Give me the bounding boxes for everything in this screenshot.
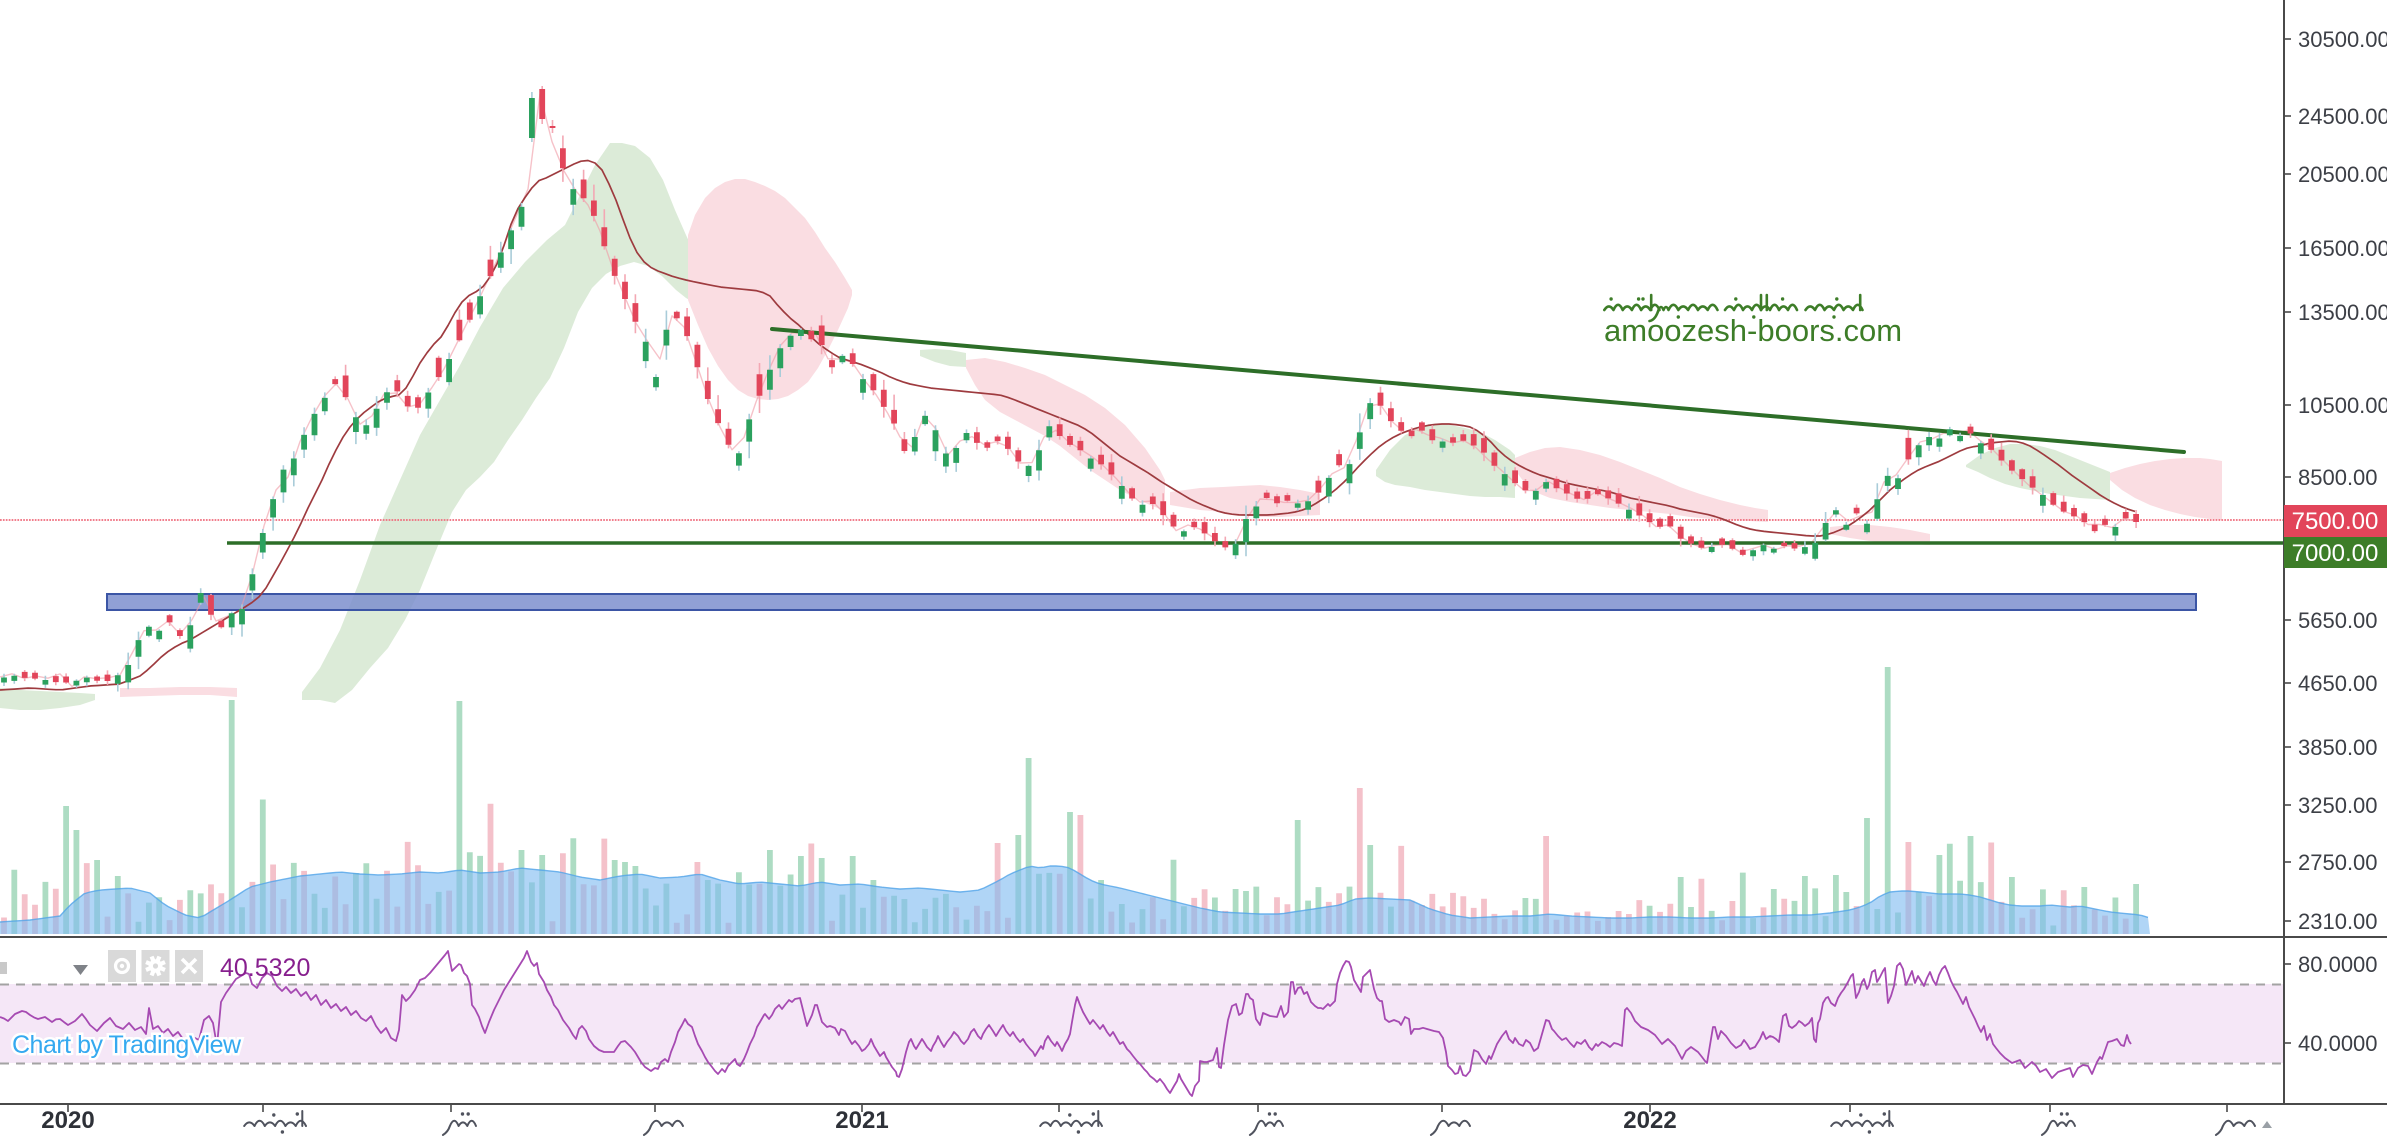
- svg-text:30500.00: 30500.00: [2298, 27, 2387, 52]
- svg-text:8500.00: 8500.00: [2298, 465, 2378, 490]
- svg-text:7000.00: 7000.00: [2292, 540, 2379, 567]
- svg-text:2750.00: 2750.00: [2298, 850, 2378, 875]
- svg-text:7500.00: 7500.00: [2292, 508, 2379, 535]
- svg-text:3250.00: 3250.00: [2298, 793, 2378, 818]
- svg-text:40.5320: 40.5320: [220, 954, 310, 982]
- svg-text:5650.00: 5650.00: [2298, 608, 2378, 633]
- svg-text:10500.00: 10500.00: [2298, 393, 2387, 418]
- svg-text:4650.00: 4650.00: [2298, 671, 2378, 696]
- svg-text:2022: 2022: [1623, 1107, 1676, 1134]
- svg-text:2020: 2020: [41, 1107, 94, 1134]
- svg-text:Chart by TradingView: Chart by TradingView: [12, 1031, 242, 1059]
- svg-text:16500.00: 16500.00: [2298, 236, 2387, 261]
- svg-text:2310.00: 2310.00: [2298, 909, 2378, 934]
- svg-text:2021: 2021: [835, 1107, 888, 1134]
- svg-text:3850.00: 3850.00: [2298, 735, 2378, 760]
- svg-text:24500.00: 24500.00: [2298, 104, 2387, 129]
- svg-text:13500.00: 13500.00: [2298, 300, 2387, 325]
- svg-text:20500.00: 20500.00: [2298, 162, 2387, 187]
- svg-text:40.0000: 40.0000: [2298, 1031, 2378, 1056]
- svg-text:80.0000: 80.0000: [2298, 952, 2378, 977]
